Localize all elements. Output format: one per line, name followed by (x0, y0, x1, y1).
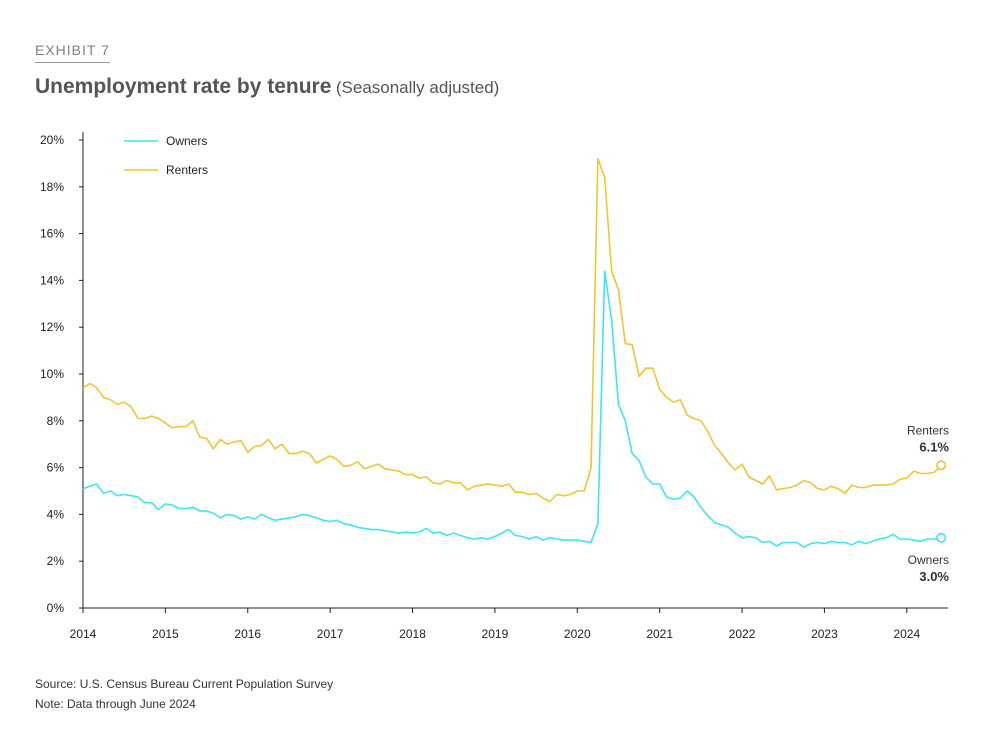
y-tick-label: 6% (47, 461, 65, 475)
x-tick-label: 2016 (234, 627, 261, 641)
y-tick-label: 20% (40, 133, 64, 147)
x-tick-label: 2017 (317, 627, 344, 641)
x-tick-label: 2021 (646, 627, 673, 641)
y-tick-label: 0% (47, 601, 65, 615)
chart-title: Unemployment rate by tenure (Seasonally … (35, 75, 499, 99)
series-line-renters (82, 157, 942, 503)
x-tick-label: 2018 (399, 627, 426, 641)
y-tick-label: 2% (47, 554, 65, 568)
end-label-renters: Renters (907, 423, 949, 437)
y-tick-label: 18% (40, 180, 64, 194)
end-point-renters (936, 460, 947, 471)
y-tick-label: 14% (40, 273, 64, 287)
chart-title-subtitle: (Seasonally adjusted) (335, 78, 500, 97)
y-tick-label: 4% (47, 507, 65, 521)
legend-label-owners: Owners (166, 134, 207, 148)
x-tick-label: 2019 (482, 627, 509, 641)
end-point-owners (936, 532, 947, 543)
x-tick-label: 2015 (152, 627, 179, 641)
x-tick-label: 2023 (811, 627, 838, 641)
y-tick-label: 10% (40, 367, 64, 381)
series-line-owners (82, 270, 942, 549)
end-value-renters: 6.1% (919, 439, 949, 454)
source-note: Source: U.S. Census Bureau Current Popul… (35, 677, 334, 691)
chart-title-main: Unemployment rate by tenure (35, 75, 332, 98)
y-tick-label: 16% (40, 227, 64, 241)
data-note: Note: Data through June 2024 (35, 697, 196, 711)
x-tick-label: 2014 (70, 627, 97, 641)
x-tick-label: 2022 (729, 627, 756, 641)
x-tick-label: 2020 (564, 627, 591, 641)
x-tick-label: 2024 (893, 627, 920, 641)
y-tick-label: 8% (47, 414, 65, 428)
end-value-owners: 3.0% (919, 569, 949, 584)
exhibit-label: EXHIBIT 7 (35, 42, 110, 63)
legend-label-renters: Renters (166, 163, 208, 177)
end-label-owners: Owners (908, 553, 949, 567)
y-tick-label: 12% (40, 320, 64, 334)
